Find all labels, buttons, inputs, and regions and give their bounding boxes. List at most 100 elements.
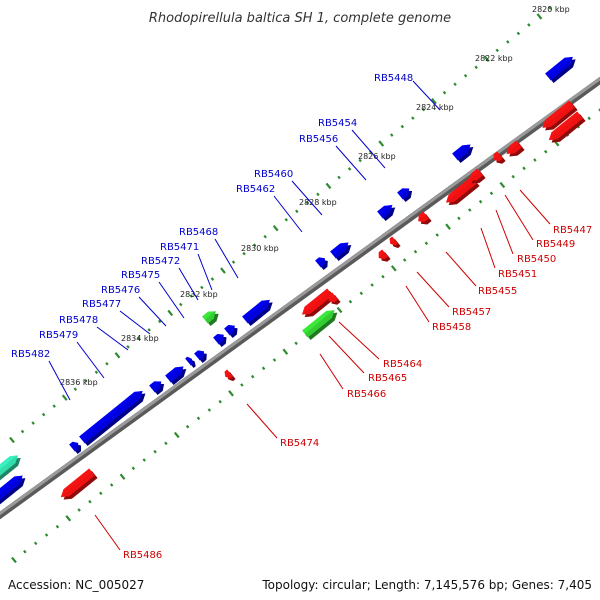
upper-tick <box>390 133 394 137</box>
gene-label-rb5476: RB5476 <box>101 285 140 296</box>
gene-label-rb5468: RB5468 <box>179 227 218 238</box>
reverse-gene-arrow <box>445 176 480 206</box>
forward-gene-arrow <box>377 204 396 222</box>
upper-tick <box>474 65 478 70</box>
lower-tick <box>598 108 600 112</box>
upper-tick <box>378 140 385 147</box>
lower-tick <box>533 158 537 162</box>
forward-gene-arrow <box>397 188 413 203</box>
upper-tick <box>126 345 130 349</box>
kbp-label: 2826 kbp <box>358 152 396 161</box>
lower-tick <box>489 191 494 196</box>
gene-label-rb5466: RB5466 <box>347 389 386 400</box>
lower-tick <box>511 174 515 179</box>
upper-tick <box>61 394 68 401</box>
gene-label-rb5482: RB5482 <box>11 349 50 360</box>
lower-tick <box>185 424 190 429</box>
gene-label-rb5465: RB5465 <box>368 373 407 384</box>
lower-tick <box>218 399 222 404</box>
gene-label-rb5475: RB5475 <box>121 270 160 281</box>
leader-rb5458 <box>405 285 430 323</box>
upper-tick <box>179 302 183 307</box>
upper-tick <box>189 294 194 298</box>
kbp-label: 2824 kbp <box>416 103 454 112</box>
reverse-gene-arrow <box>506 140 525 157</box>
gene-label-rb5455: RB5455 <box>478 286 517 297</box>
lower-tick <box>282 348 289 355</box>
gene-label-rb5451: RB5451 <box>498 269 537 280</box>
upper-tick <box>167 309 174 317</box>
leader-rb5479 <box>76 341 105 379</box>
lower-tick <box>88 499 92 504</box>
topology-text: Topology: circular; Length: 7,145,576 bp… <box>262 578 592 592</box>
lower-tick <box>370 283 374 287</box>
reverse-gene-arrow <box>469 168 486 184</box>
gene-label-rb5458: RB5458 <box>432 322 471 333</box>
upper-tick <box>252 243 257 247</box>
upper-tick <box>284 217 289 222</box>
reverse-gene-arrow <box>389 236 401 249</box>
forward-gene-arrow <box>545 56 576 84</box>
upper-tick <box>94 370 99 375</box>
gene-label-rb5448: RB5448 <box>374 73 413 84</box>
lower-tick <box>228 390 234 397</box>
upper-tick <box>295 209 299 214</box>
leader-rb5471 <box>197 253 213 291</box>
kbp-label: 2836 kbp <box>60 378 98 387</box>
gene-label-rb5486: RB5486 <box>123 550 162 561</box>
lower-tick <box>251 374 255 379</box>
lower-tick <box>336 306 343 314</box>
leader-rb5477 <box>119 310 151 335</box>
lower-tick <box>445 223 451 230</box>
lower-tick <box>457 216 461 221</box>
leader-rb5486 <box>94 514 121 551</box>
upper-tick <box>231 260 236 264</box>
lower-tick <box>359 291 363 296</box>
lower-tick <box>131 466 136 471</box>
leader-rb5482 <box>48 360 71 401</box>
lower-tick <box>11 556 17 564</box>
upper-tick <box>105 361 109 366</box>
upper-tick <box>483 55 490 63</box>
lower-tick <box>402 258 407 262</box>
accession-text: Accession: NC_005027 <box>8 578 145 592</box>
forward-gene-arrow <box>242 299 273 327</box>
gene-features <box>0 56 586 505</box>
gene-label-rb5456: RB5456 <box>299 134 338 145</box>
kbp-label: 2828 kbp <box>299 198 337 207</box>
upper-tick <box>325 182 332 190</box>
leader-rb5448 <box>412 80 441 111</box>
gene-label-rb5471: RB5471 <box>160 242 199 253</box>
lower-tick <box>109 483 114 487</box>
map-title: Rhodopirellula baltica SH 1, complete ge… <box>149 11 451 26</box>
gene-label-rb5457: RB5457 <box>452 307 491 318</box>
leader-rb5460 <box>291 180 323 216</box>
lower-tick <box>435 233 439 237</box>
lower-tick <box>587 116 591 121</box>
backbone-line <box>0 76 600 516</box>
upper-tick <box>463 73 468 78</box>
gene-label-rb5449: RB5449 <box>536 239 575 250</box>
leader-rb5478 <box>96 326 129 351</box>
reverse-gene-arrow <box>60 468 98 500</box>
tick-rows: 2820 kbp 2822 kbp 2824 kbp 2826 kbp 2828 kbp… <box>9 5 600 564</box>
forward-gene-arrow <box>185 356 196 369</box>
upper-tick <box>20 429 25 434</box>
forward-gene-arrow <box>69 441 82 455</box>
leader-rb5454 <box>351 129 386 169</box>
lower-tick <box>164 441 168 446</box>
forward-gene-arrow <box>213 334 227 348</box>
upper-tick <box>411 116 415 120</box>
reverse-gene-arrow <box>418 211 432 225</box>
gene-label-rb5447: RB5447 <box>553 225 592 236</box>
lower-tick <box>413 249 418 254</box>
leader-rb5455 <box>445 251 477 287</box>
reverse-gene-arrow <box>542 100 578 131</box>
forward-gene-arrow <box>79 391 146 447</box>
upper-tick <box>9 436 15 444</box>
upper-tick <box>431 97 437 105</box>
upper-tick <box>442 90 447 95</box>
leader-rb5466 <box>319 353 344 390</box>
gene-label-rb5472: RB5472 <box>141 256 180 267</box>
leader-rb5468 <box>214 238 239 279</box>
